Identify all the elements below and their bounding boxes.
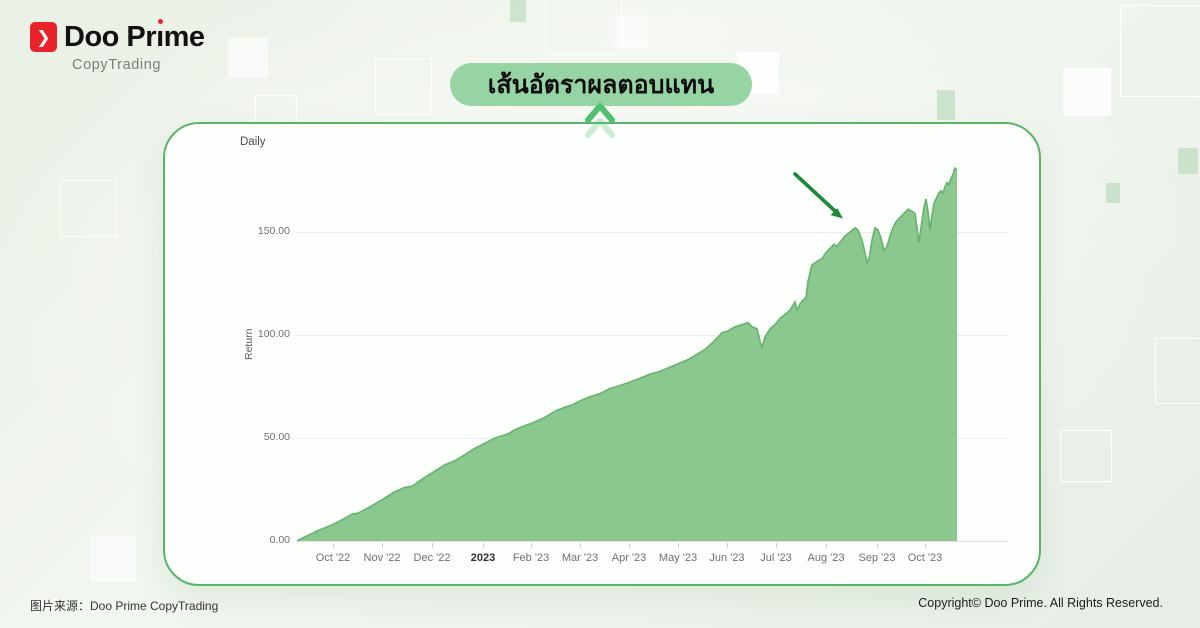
background-decor-square [1060,430,1112,482]
y-gridline [297,541,1008,542]
brand-logo: ❯ Doo Prı me CopyTrading [30,18,205,73]
y-tick-label: 50.00 [263,431,290,443]
x-tick-mark [727,543,728,548]
background-decor-square [1063,68,1111,116]
background-decor-square [1120,5,1200,97]
brand-name-i: ı [156,18,164,53]
brand-name-part: Doo Pr [64,20,157,53]
chevron-up-icon [585,103,615,138]
x-tick-mark [629,543,630,548]
x-tick-label: Apr '23 [611,552,647,564]
x-tick-label: 2023 [470,552,496,564]
x-tick-label: Oct '22 [315,552,351,564]
annotation-arrow-icon [793,172,843,219]
x-tick-mark [432,543,433,548]
background-decor-square [545,0,622,55]
background-decor-square [375,58,432,115]
y-gridline [297,335,1008,336]
x-tick-mark [531,543,532,548]
x-tick-label: May '23 [658,552,698,564]
chart-frequency-label: Daily [240,136,266,148]
area-line [297,166,958,542]
brand-name-part: ı [156,20,164,53]
x-tick-mark [925,543,926,548]
x-tick-mark [678,543,679,548]
x-tick-mark [826,543,827,548]
banner-pill: เส้นอัตราผลตอบแทน [450,63,752,106]
x-tick-mark [483,543,484,548]
red-dot-icon [158,18,164,24]
y-tick-label: 0.00 [269,534,290,546]
background-decor-square [1106,183,1120,203]
x-tick-label: Nov '22 [363,552,401,564]
background-decor-square [615,15,649,49]
x-tick-mark [382,543,383,548]
area-fill [297,168,957,541]
copyright-notice: Copyright© Doo Prime. All Rights Reserve… [918,596,1163,610]
x-tick-label: Sep '23 [858,552,896,564]
x-tick-mark [580,543,581,548]
x-tick-label: Aug '23 [807,552,845,564]
background-decor-square [937,90,955,120]
x-tick-label: Jul '23 [760,552,792,564]
y-gridline [297,232,1008,233]
background-decor-square [1178,148,1198,174]
background-decor-square [90,536,136,582]
x-tick-mark [877,543,878,548]
x-tick-label: Dec '22 [413,552,451,564]
y-tick-label: 100.00 [257,328,290,340]
x-tick-label: Oct '23 [907,552,943,564]
background-decor-square [228,38,268,78]
x-tick-label: Jun '23 [709,552,745,564]
background-decor-square [510,0,526,22]
return-area-chart [297,166,958,542]
brand-subtitle: CopyTrading [72,57,162,73]
x-tick-label: Mar '23 [561,552,599,564]
x-tick-mark [333,543,334,548]
brand-name: Doo Prı me [64,18,205,53]
doo-prime-logo-icon: ❯ [30,22,57,52]
background-decor-square [60,180,117,237]
image-source-caption: 图片来源：Doo Prime CopyTrading [30,599,219,613]
x-tick-label: Feb '23 [512,552,550,564]
background-decor-square [1155,338,1200,404]
x-tick-mark [776,543,777,548]
y-tick-label: 150.00 [257,225,290,237]
brand-name-part: me [163,20,205,53]
